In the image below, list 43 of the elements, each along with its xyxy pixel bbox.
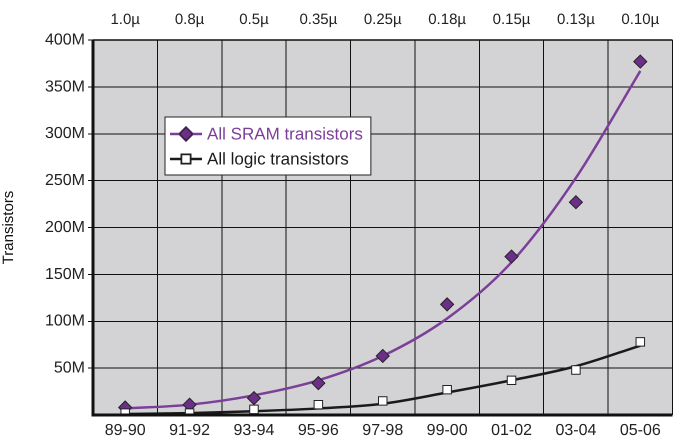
text: 0.25µ bbox=[364, 11, 402, 28]
x-tick-label: 89-90 bbox=[104, 422, 146, 440]
x-tick-label: 91-92 bbox=[169, 422, 210, 440]
y-tick-label: 400M bbox=[44, 31, 85, 48]
text: 0.13µ bbox=[556, 11, 596, 28]
point bbox=[633, 54, 648, 69]
point bbox=[506, 376, 516, 386]
y-tick-label: 50M bbox=[54, 360, 85, 377]
text: 0.35µ bbox=[299, 11, 338, 28]
legend-label: All SRAM transistors bbox=[207, 124, 363, 144]
legend-label: All logic transistors bbox=[207, 150, 349, 169]
point bbox=[311, 376, 326, 390]
point bbox=[504, 250, 519, 264]
x-tick-label: 03-04 bbox=[555, 422, 596, 440]
y-tick-label: 250M bbox=[44, 172, 85, 190]
x-tick-label: 97-98 bbox=[362, 422, 404, 440]
x-tick-label: 05-06 bbox=[620, 422, 661, 440]
text: 0.15µ bbox=[492, 11, 531, 28]
x-tick-label: 93-94 bbox=[234, 422, 275, 440]
x-tick-label: 01-02 bbox=[491, 422, 532, 440]
text: 0.18µ bbox=[428, 11, 466, 28]
text: 0.8µ bbox=[174, 11, 205, 28]
point bbox=[440, 297, 454, 312]
point bbox=[376, 348, 390, 363]
y-tick-label: 100M bbox=[44, 312, 85, 330]
y-tick-label: 300M bbox=[44, 125, 85, 142]
y-tick-label: 150M bbox=[44, 266, 85, 283]
y-tick-label: 200M bbox=[44, 218, 85, 236]
point bbox=[571, 365, 581, 375]
text: 0.5µ bbox=[239, 11, 270, 28]
point bbox=[378, 396, 388, 406]
x-tick-label: 99-00 bbox=[426, 422, 468, 440]
point bbox=[249, 404, 259, 414]
point bbox=[246, 391, 261, 406]
point bbox=[442, 384, 452, 394]
x-tick-label: 95-96 bbox=[298, 422, 339, 440]
point bbox=[636, 337, 646, 347]
text: 0.10µ bbox=[621, 11, 660, 28]
point bbox=[314, 400, 324, 410]
text: 1.0µ bbox=[110, 11, 140, 28]
y-tick-label: 350M bbox=[44, 78, 85, 96]
y-axis-title: Transistors bbox=[0, 190, 18, 264]
point bbox=[568, 195, 583, 210]
